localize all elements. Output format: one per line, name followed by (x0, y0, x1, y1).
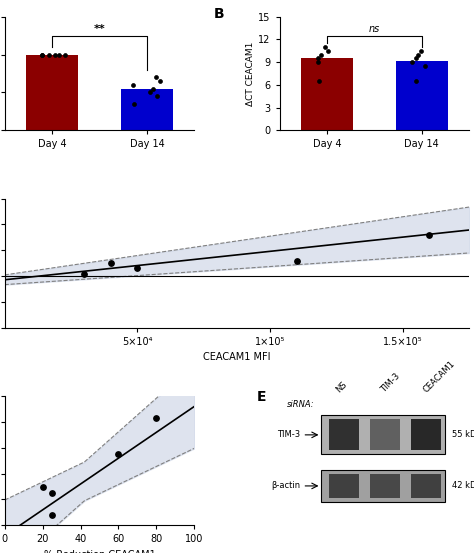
Point (61, 50, 69, 59)
Point (51, 50, 59, 59)
Text: E: E (257, 390, 266, 404)
Bar (370, 474, 400, 498)
Point (412, 77, 419, 86)
Point (408, 58, 415, 66)
Point (417, 46, 424, 55)
Point (48, 510, 56, 519)
Point (314, 58, 322, 66)
Bar (26, 55, 78, 131)
Point (153, 414, 160, 422)
Point (146, 88, 154, 97)
Bar (329, 419, 359, 450)
Bar (329, 474, 359, 498)
Point (414, 50, 422, 59)
Bar (411, 419, 441, 450)
Text: 55 kD: 55 kD (452, 430, 474, 440)
Point (314, 54, 322, 62)
Point (48, 489, 56, 498)
X-axis label: CEACAM1 MFI: CEACAM1 MFI (203, 352, 271, 362)
Point (55, 50, 63, 59)
Point (153, 73, 160, 82)
Bar (321, 415, 445, 454)
Text: CEACAM1: CEACAM1 (421, 359, 456, 395)
Point (426, 231, 433, 239)
X-axis label: % Reduction CEACAM1: % Reduction CEACAM1 (44, 550, 155, 553)
Text: siRNA:: siRNA: (287, 400, 315, 409)
Y-axis label: ΔCT CEACAM1: ΔCT CEACAM1 (246, 41, 255, 106)
Point (81, 269, 88, 278)
Text: TIM-3: TIM-3 (380, 372, 402, 395)
Point (318, 50, 325, 59)
Point (324, 46, 331, 55)
Text: B: B (213, 8, 224, 22)
Text: TIM-3: TIM-3 (277, 430, 301, 440)
Point (154, 92, 161, 101)
Bar (396, 61, 448, 131)
Bar (411, 474, 441, 498)
Text: β-actin: β-actin (272, 482, 301, 491)
Point (39, 482, 46, 491)
Point (149, 84, 156, 93)
Text: NS: NS (334, 380, 348, 395)
Point (315, 77, 323, 86)
Point (412, 54, 420, 62)
Bar (321, 469, 445, 502)
Bar (121, 88, 173, 131)
Point (134, 264, 141, 273)
Point (115, 450, 122, 458)
Point (156, 77, 164, 86)
Point (45, 50, 52, 59)
Point (293, 256, 301, 265)
Point (421, 61, 429, 70)
Bar (301, 58, 353, 131)
Point (107, 259, 115, 268)
Text: 42 kD: 42 kD (452, 482, 474, 491)
Point (130, 100, 138, 108)
Text: **: ** (94, 24, 105, 34)
Bar (370, 419, 400, 450)
Point (38, 50, 46, 59)
Point (321, 43, 329, 51)
Text: ns: ns (369, 24, 380, 34)
Point (38, 50, 46, 59)
Point (129, 80, 137, 89)
